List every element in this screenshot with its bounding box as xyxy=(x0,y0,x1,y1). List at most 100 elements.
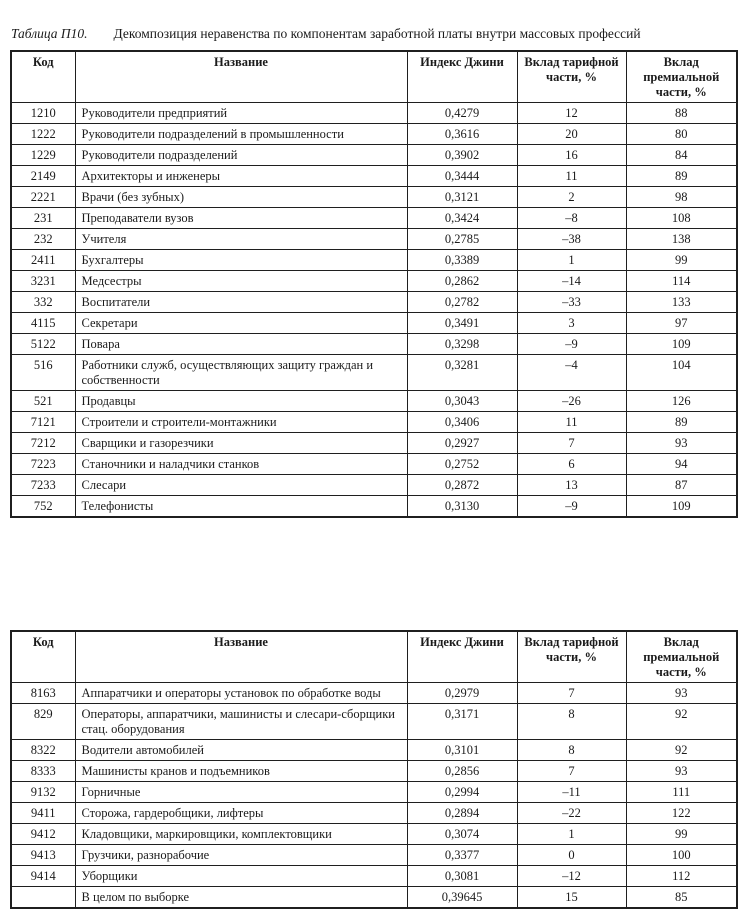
name-cell: Аппаратчики и операторы установок по обр… xyxy=(74,682,408,704)
code-cell: 516 xyxy=(10,354,76,391)
premium-cell: 84 xyxy=(625,144,738,166)
table-row: 332 Воспитатели 0,2782 –33 133 xyxy=(10,291,738,313)
gini-cell: 0,2872 xyxy=(406,474,518,496)
table-row: 232 Учителя 0,2785 –38 138 xyxy=(10,228,738,250)
premium-cell: 97 xyxy=(625,312,738,334)
premium-cell: 92 xyxy=(625,703,738,740)
gini-cell: 0,39645 xyxy=(406,886,518,909)
table-row: 1222 Руководители подразделений в промыш… xyxy=(10,123,738,145)
gini-cell: 0,2894 xyxy=(406,802,518,824)
gini-cell: 0,2782 xyxy=(406,291,518,313)
decomposition-table-1: Код Название Индекс Джини Вклад тарифной… xyxy=(10,50,738,518)
column-header-code: Код xyxy=(10,50,76,103)
table-row: 2411 Бухгалтеры 0,3389 1 99 xyxy=(10,249,738,271)
table-caption-title: Декомпозиция неравенства по компонентам … xyxy=(113,26,641,41)
premium-cell: 93 xyxy=(625,682,738,704)
table-row: 3231 Медсестры 0,2862 –14 114 xyxy=(10,270,738,292)
gini-cell: 0,2856 xyxy=(406,760,518,782)
tariff-cell: 2 xyxy=(516,186,627,208)
name-cell: Слесари xyxy=(74,474,408,496)
gini-cell: 0,2927 xyxy=(406,432,518,454)
premium-cell: 94 xyxy=(625,453,738,475)
name-cell: Продавцы xyxy=(74,390,408,412)
decomposition-table-2: Код Название Индекс Джини Вклад тарифной… xyxy=(10,630,738,909)
gini-cell: 0,3281 xyxy=(406,354,518,391)
table2-container: Код Название Индекс Джини Вклад тарифной… xyxy=(10,630,738,909)
gini-cell: 0,3043 xyxy=(406,390,518,412)
code-cell: 7121 xyxy=(10,411,76,433)
gini-cell: 0,3101 xyxy=(406,739,518,761)
premium-cell: 92 xyxy=(625,739,738,761)
tariff-cell: –4 xyxy=(516,354,627,391)
premium-cell: 98 xyxy=(625,186,738,208)
table-row: 4115 Секретари 0,3491 3 97 xyxy=(10,312,738,334)
premium-cell: 126 xyxy=(625,390,738,412)
premium-cell: 99 xyxy=(625,823,738,845)
column-header-tariff: Вклад тарифной части, % xyxy=(516,50,627,103)
tariff-cell: –8 xyxy=(516,207,627,229)
code-cell: 1222 xyxy=(10,123,76,145)
premium-cell: 93 xyxy=(625,760,738,782)
gini-cell: 0,2785 xyxy=(406,228,518,250)
tariff-cell: 16 xyxy=(516,144,627,166)
name-cell: Учителя xyxy=(74,228,408,250)
table1-body: 1210 Руководители предприятий 0,4279 12 … xyxy=(10,102,738,518)
code-cell: 9414 xyxy=(10,865,76,887)
table-row: 1229 Руководители подразделений 0,3902 1… xyxy=(10,144,738,166)
table-row: 516 Работники служб, осуществляющих защи… xyxy=(10,354,738,391)
table-row: 2221 Врачи (без зубных) 0,3121 2 98 xyxy=(10,186,738,208)
name-cell: Руководители подразделений xyxy=(74,144,408,166)
column-header-gini: Индекс Джини xyxy=(406,630,518,683)
premium-cell: 93 xyxy=(625,432,738,454)
premium-cell: 89 xyxy=(625,165,738,187)
code-cell: 8322 xyxy=(10,739,76,761)
code-cell: 9413 xyxy=(10,844,76,866)
column-header-premium: Вклад премиальной части, % xyxy=(625,630,738,683)
tariff-cell: 15 xyxy=(516,886,627,909)
tariff-cell: 13 xyxy=(516,474,627,496)
tariff-cell: 3 xyxy=(516,312,627,334)
tariff-cell: 11 xyxy=(516,411,627,433)
name-cell: Станочники и наладчики станков xyxy=(74,453,408,475)
table2-body: 8163 Аппаратчики и операторы установок п… xyxy=(10,682,738,909)
table-row: 7121 Строители и строители-монтажники 0,… xyxy=(10,411,738,433)
code-cell: 9412 xyxy=(10,823,76,845)
table-row: 9414 Уборщики 0,3081 –12 112 xyxy=(10,865,738,887)
premium-cell: 89 xyxy=(625,411,738,433)
column-header-name: Название xyxy=(74,50,408,103)
table-row: 5122 Повара 0,3298 –9 109 xyxy=(10,333,738,355)
table-row: 7212 Сварщики и газорезчики 0,2927 7 93 xyxy=(10,432,738,454)
gini-cell: 0,3081 xyxy=(406,865,518,887)
tariff-cell: 6 xyxy=(516,453,627,475)
gini-cell: 0,3444 xyxy=(406,165,518,187)
code-cell: 7223 xyxy=(10,453,76,475)
tariff-cell: –14 xyxy=(516,270,627,292)
premium-cell: 87 xyxy=(625,474,738,496)
premium-cell: 85 xyxy=(625,886,738,909)
premium-cell: 122 xyxy=(625,802,738,824)
table-row: 752 Телефонисты 0,3130 –9 109 xyxy=(10,495,738,518)
name-cell: Преподаватели вузов xyxy=(74,207,408,229)
table-row: 9132 Горничные 0,2994 –11 111 xyxy=(10,781,738,803)
gini-cell: 0,3130 xyxy=(406,495,518,518)
gini-cell: 0,3616 xyxy=(406,123,518,145)
premium-cell: 109 xyxy=(625,495,738,518)
code-cell: 1210 xyxy=(10,102,76,124)
gini-cell: 0,2994 xyxy=(406,781,518,803)
tariff-cell: –22 xyxy=(516,802,627,824)
table-row: 8333 Машинисты кранов и подъемников 0,28… xyxy=(10,760,738,782)
premium-cell: 80 xyxy=(625,123,738,145)
premium-cell: 108 xyxy=(625,207,738,229)
name-cell: Медсестры xyxy=(74,270,408,292)
name-cell: Врачи (без зубных) xyxy=(74,186,408,208)
gini-cell: 0,3902 xyxy=(406,144,518,166)
name-cell: Водители автомобилей xyxy=(74,739,408,761)
table-row: В целом по выборке 0,39645 15 85 xyxy=(10,886,738,909)
name-cell: Руководители предприятий xyxy=(74,102,408,124)
column-header-tariff: Вклад тарифной части, % xyxy=(516,630,627,683)
tariff-cell: –11 xyxy=(516,781,627,803)
gini-cell: 0,2862 xyxy=(406,270,518,292)
name-cell: Телефонисты xyxy=(74,495,408,518)
gini-cell: 0,3298 xyxy=(406,333,518,355)
